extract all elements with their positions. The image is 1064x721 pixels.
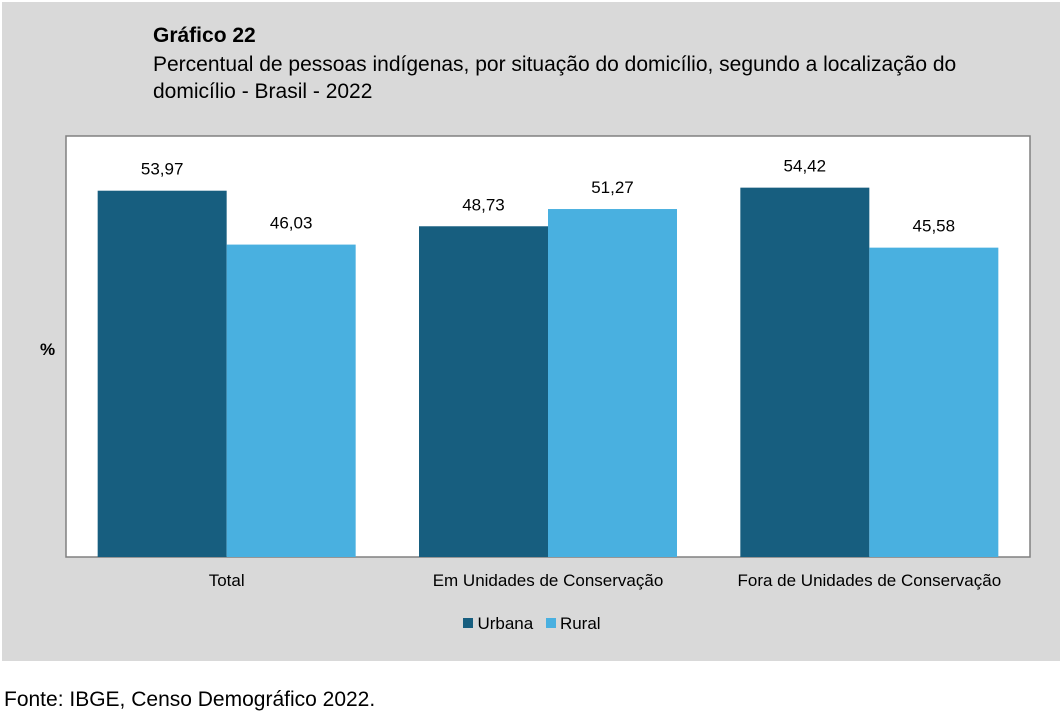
chart-title: Gráfico 22 xyxy=(153,24,256,47)
legend-item-rural: Rural xyxy=(545,614,601,634)
data-label-urbana-0: 53,97 xyxy=(141,160,184,179)
legend-swatch-urbana xyxy=(463,618,474,628)
legend-item-urbana: Urbana xyxy=(463,614,533,634)
x-tick-label-2: Fora de Unidades de Conservação xyxy=(737,571,1001,590)
chart-subtitle: Percentual de pessoas indígenas, por sit… xyxy=(153,53,957,103)
data-label-rural-2: 45,58 xyxy=(913,217,956,236)
bar-rural-2 xyxy=(869,247,999,557)
data-label-rural-0: 46,03 xyxy=(270,214,313,233)
data-label-urbana-1: 48,73 xyxy=(462,195,505,214)
bar-chart: 53,97 46,03 48,73 51,27 54,42 45,58 Total Em U… xyxy=(65,135,1031,590)
data-label-urbana-2: 54,42 xyxy=(784,157,827,176)
y-axis-label: % xyxy=(40,340,56,359)
bar-urbana-0 xyxy=(97,190,227,557)
x-tick-label-0: Total xyxy=(209,571,245,590)
legend: Urbana Rural xyxy=(0,614,1064,634)
bar-urbana-1 xyxy=(419,226,548,558)
bar-urbana-2 xyxy=(740,187,870,557)
bar-rural-0 xyxy=(226,244,356,557)
bar-rural-1 xyxy=(548,209,677,557)
legend-swatch-rural xyxy=(545,618,556,628)
legend-label-urbana: Urbana xyxy=(477,614,534,633)
source-note: Fonte: IBGE, Censo Demográfico 2022. xyxy=(4,688,376,711)
legend-label-rural: Rural xyxy=(559,614,601,633)
data-label-rural-1: 51,27 xyxy=(591,178,634,197)
x-tick-label-1: Em Unidades de Conservação xyxy=(433,571,664,590)
